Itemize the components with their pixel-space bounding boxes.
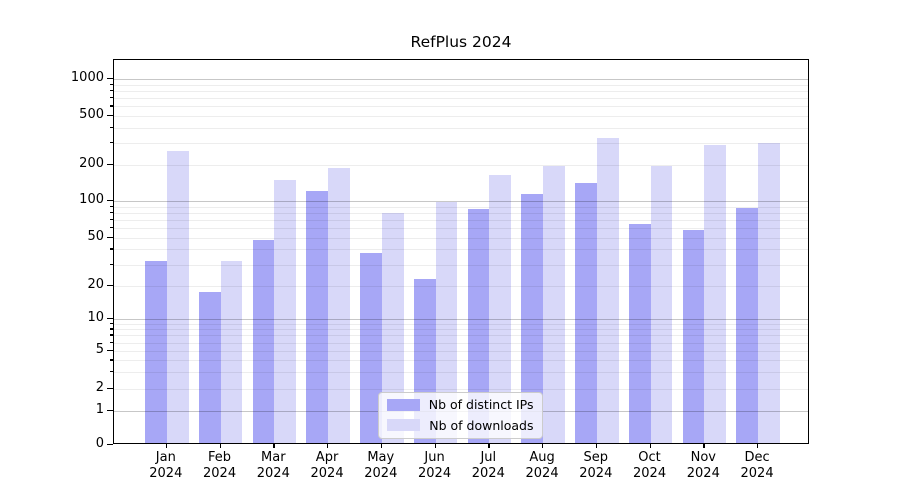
y-axis-minor-tick [109,163,113,165]
legend-label-downloads: Nb of downloads [429,417,534,433]
bar-distinct-ips [252,239,275,443]
x-axis-tick [595,443,598,448]
y-axis-minor-tick [109,341,113,343]
bar-downloads [435,201,458,443]
y-axis-minor-tick [109,350,113,352]
bar-distinct-ips [198,291,221,443]
y-axis-tick [106,443,113,445]
y-axis-minor-tick [109,328,113,330]
bar-downloads [328,168,350,443]
bar-downloads [166,150,189,443]
x-axis-tick [649,443,651,448]
bar-downloads [758,142,780,443]
y-axis-minor-tick [109,97,113,99]
y-axis-tick-label: 10 [87,310,104,325]
bar-distinct-ips [306,190,329,443]
bar-downloads [489,175,512,443]
bar-downloads [543,166,565,443]
plot-area: Nb of distinct IPs Nb of downloads [112,58,809,444]
x-axis-tick [757,443,759,448]
bar-downloads [650,166,673,443]
y-axis-tick [106,78,113,80]
y-axis-minor-tick [109,388,113,390]
legend-label-distinct-ips: Nb of distinct IPs [428,397,534,413]
y-axis-tick-label: 1000 [70,70,104,85]
y-axis-minor-tick [109,371,113,373]
y-axis-minor-tick [109,226,113,229]
y-axis-minor-tick [109,236,113,238]
bars-layer [114,60,808,443]
y-axis-tick-label: 2 [95,380,104,395]
legend-swatch-distinct-ips [386,398,420,411]
x-axis-tick [165,443,168,448]
y-axis-minor-tick [109,334,113,336]
y-axis-minor-tick [109,89,113,92]
y-axis-tick [106,409,113,411]
x-axis-tick-label: Oct 2024 [633,450,667,481]
bar-distinct-ips [360,252,382,443]
y-axis-tick-label: 50 [87,228,104,244]
bar-downloads [220,260,243,443]
bar-downloads [704,144,727,443]
y-axis-minor-tick [109,359,113,361]
legend-row-downloads: Nb of downloads [386,417,534,434]
bar-distinct-ips [467,208,490,443]
x-axis-tick [273,443,275,448]
bar-distinct-ips [736,207,759,443]
x-axis-tick-label: Nov 2024 [686,450,720,481]
x-axis-tick-label: Feb 2024 [203,450,237,481]
y-axis-tick [106,318,113,320]
y-axis-minor-tick [109,126,113,129]
bar-distinct-ips [628,224,651,443]
x-axis-tick-label: Sep 2024 [579,450,613,481]
bar-distinct-ips [575,183,597,443]
x-axis-tick [542,443,544,448]
y-axis-tick-label: 500 [79,107,104,122]
y-axis-minor-tick [109,105,113,107]
x-axis-tick-label: Jan 2024 [149,450,183,481]
y-axis-minor-tick [109,218,113,221]
y-axis-tick-label: 0 [95,435,104,451]
x-axis-tick [327,443,329,448]
y-axis-tick [106,200,113,202]
legend-row-distinct-ips: Nb of distinct IPs [386,397,534,414]
y-axis-minor-tick [109,115,113,117]
bar-downloads [274,180,297,443]
y-axis-tick-label: 1 [95,401,104,417]
legend: Nb of distinct IPs Nb of downloads [377,391,543,439]
y-axis-minor-tick [109,285,113,287]
bar-downloads [596,137,619,443]
x-axis-tick-label: Jul 2024 [471,450,505,481]
x-axis-tick [434,443,436,448]
bar-distinct-ips [521,193,544,443]
x-axis-tick-label: Jun 2024 [418,450,452,481]
legend-swatch-downloads [386,419,420,432]
x-axis-tick [219,443,221,448]
y-axis-minor-tick [109,205,113,207]
y-axis-minor-tick [109,263,113,265]
y-axis-minor-tick [109,83,113,85]
x-axis-tick [703,443,705,448]
chart-title: RefPlus 2024 [410,33,512,51]
y-axis-minor-tick [109,248,113,250]
x-axis-tick-label: Apr 2024 [310,450,344,481]
bar-distinct-ips [682,230,705,443]
x-axis-tick-label: Dec 2024 [740,450,774,481]
y-axis-tick-label: 200 [79,155,104,171]
x-axis-tick [488,443,490,448]
y-axis-minor-tick [109,322,113,325]
y-axis-tick-label: 5 [95,342,104,357]
x-axis-tick [380,443,383,448]
bar-distinct-ips [145,260,167,443]
y-axis-minor-tick [109,211,113,214]
x-axis-tick-label: May 2024 [364,450,398,481]
y-axis-tick-label: 20 [87,277,104,292]
y-axis-minor-tick [109,142,113,144]
x-axis-tick-label: Aug 2024 [525,450,559,481]
x-axis-tick-label: Mar 2024 [256,450,290,481]
y-axis-tick-label: 100 [79,192,104,207]
bar-downloads [381,212,404,443]
